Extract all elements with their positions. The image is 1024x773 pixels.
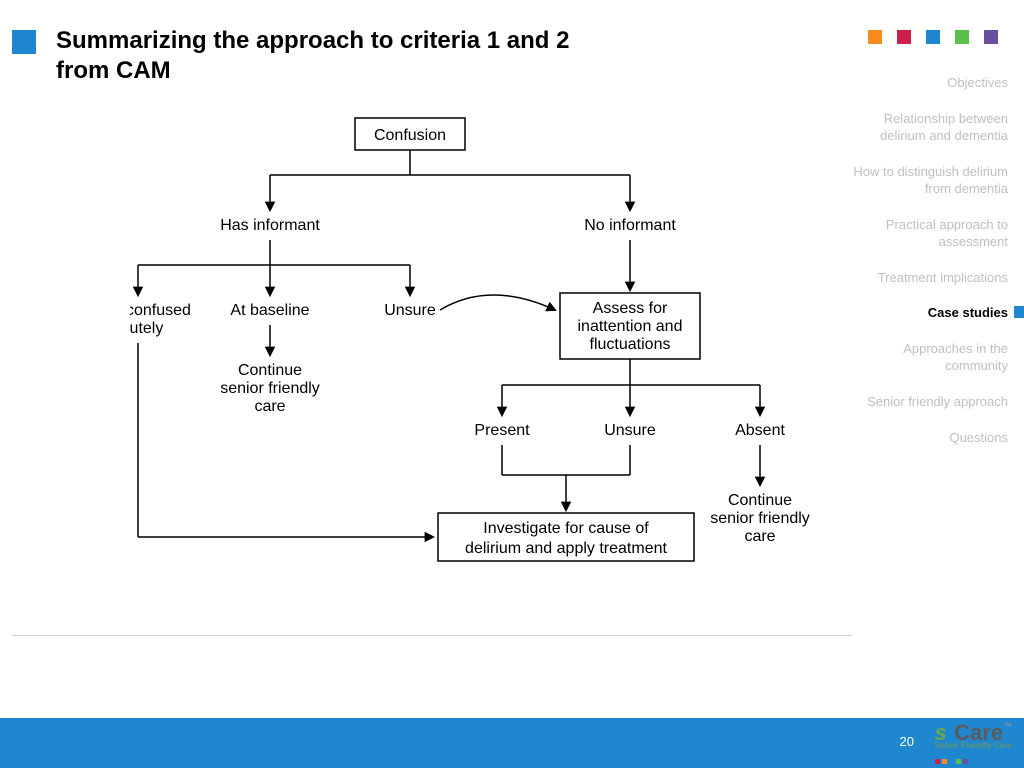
sidebar-item[interactable]: How to distinguish delirium from dementi… [838,163,1008,198]
divider-line [12,635,852,636]
label-at-baseline: At baseline [230,302,309,319]
logo-dot-icon [942,759,947,764]
label-assess-3: fluctuations [590,336,671,353]
footer-logo-dots [935,752,1013,768]
slide-title: Summarizing the approach to criteria 1 a… [56,26,616,86]
sidebar-item[interactable]: Practical approach to assessment [838,216,1008,251]
title-bar: Summarizing the approach to criteria 1 a… [12,26,616,86]
logo-dot-icon [963,759,968,764]
top-dot-icon [984,30,998,44]
label-cont1-2: senior friendly [220,380,320,397]
label-investigate-1: Investigate for cause of [483,520,649,537]
sidebar-item[interactable]: Approaches in the community [838,340,1008,375]
label-present: Present [474,422,530,439]
label-cont2-2: senior friendly [710,510,810,527]
sidebar-active-marker-icon [1014,306,1024,318]
label-more-confused-2: acutely [130,320,163,337]
footer-bg [0,718,1024,768]
top-dot-icon [926,30,940,44]
title-bullet-icon [12,30,36,54]
sidebar-item[interactable]: Senior friendly approach [838,393,1008,411]
label-more-confused-1: More confused [130,302,191,319]
top-dot-icon [868,30,882,44]
label-no-informant: No informant [584,217,676,234]
label-absent: Absent [735,422,785,439]
sidebar-item[interactable]: Relationship between delirium and dement… [838,110,1008,145]
label-unsure2: Unsure [604,422,656,439]
sidebar-item[interactable]: Treatment implications [838,269,1008,287]
top-dot-icon [897,30,911,44]
node-confusion-label: Confusion [374,127,446,144]
logo-dot-icon [935,759,940,764]
label-investigate-2: delirium and apply treatment [465,540,667,557]
label-unsure: Unsure [384,302,436,319]
footer-bar: 20 sfCare™ Senior Friendly Care [0,718,1024,768]
sidebar-item[interactable]: Objectives [838,74,1008,92]
label-assess-1: Assess for [593,300,668,317]
top-dot-icon [955,30,969,44]
label-has-informant: Has informant [220,217,320,234]
flowchart: Confusion Has informant No informant Mor… [130,115,830,625]
logo-dot-icon [956,759,961,764]
label-cont2-3: care [744,528,775,545]
footer-logo: sfCare™ Senior Friendly Care [935,722,1013,768]
label-cont2-1: Continue [728,492,792,509]
sidebar-item[interactable]: Questions [838,429,1008,447]
label-assess-2: inattention and [578,318,683,335]
top-color-dots [868,30,998,44]
label-cont1-1: Continue [238,362,302,379]
logo-dot-icon [949,759,954,764]
footer-logo-sub: Senior Friendly Care [935,742,1013,750]
sidebar-item[interactable]: Case studies [838,304,1008,322]
edge-unsure-to-assess [440,295,555,310]
sidebar-nav: Objectives Relationship between delirium … [838,74,1008,464]
page-number: 20 [900,734,914,749]
label-cont1-3: care [254,398,285,415]
